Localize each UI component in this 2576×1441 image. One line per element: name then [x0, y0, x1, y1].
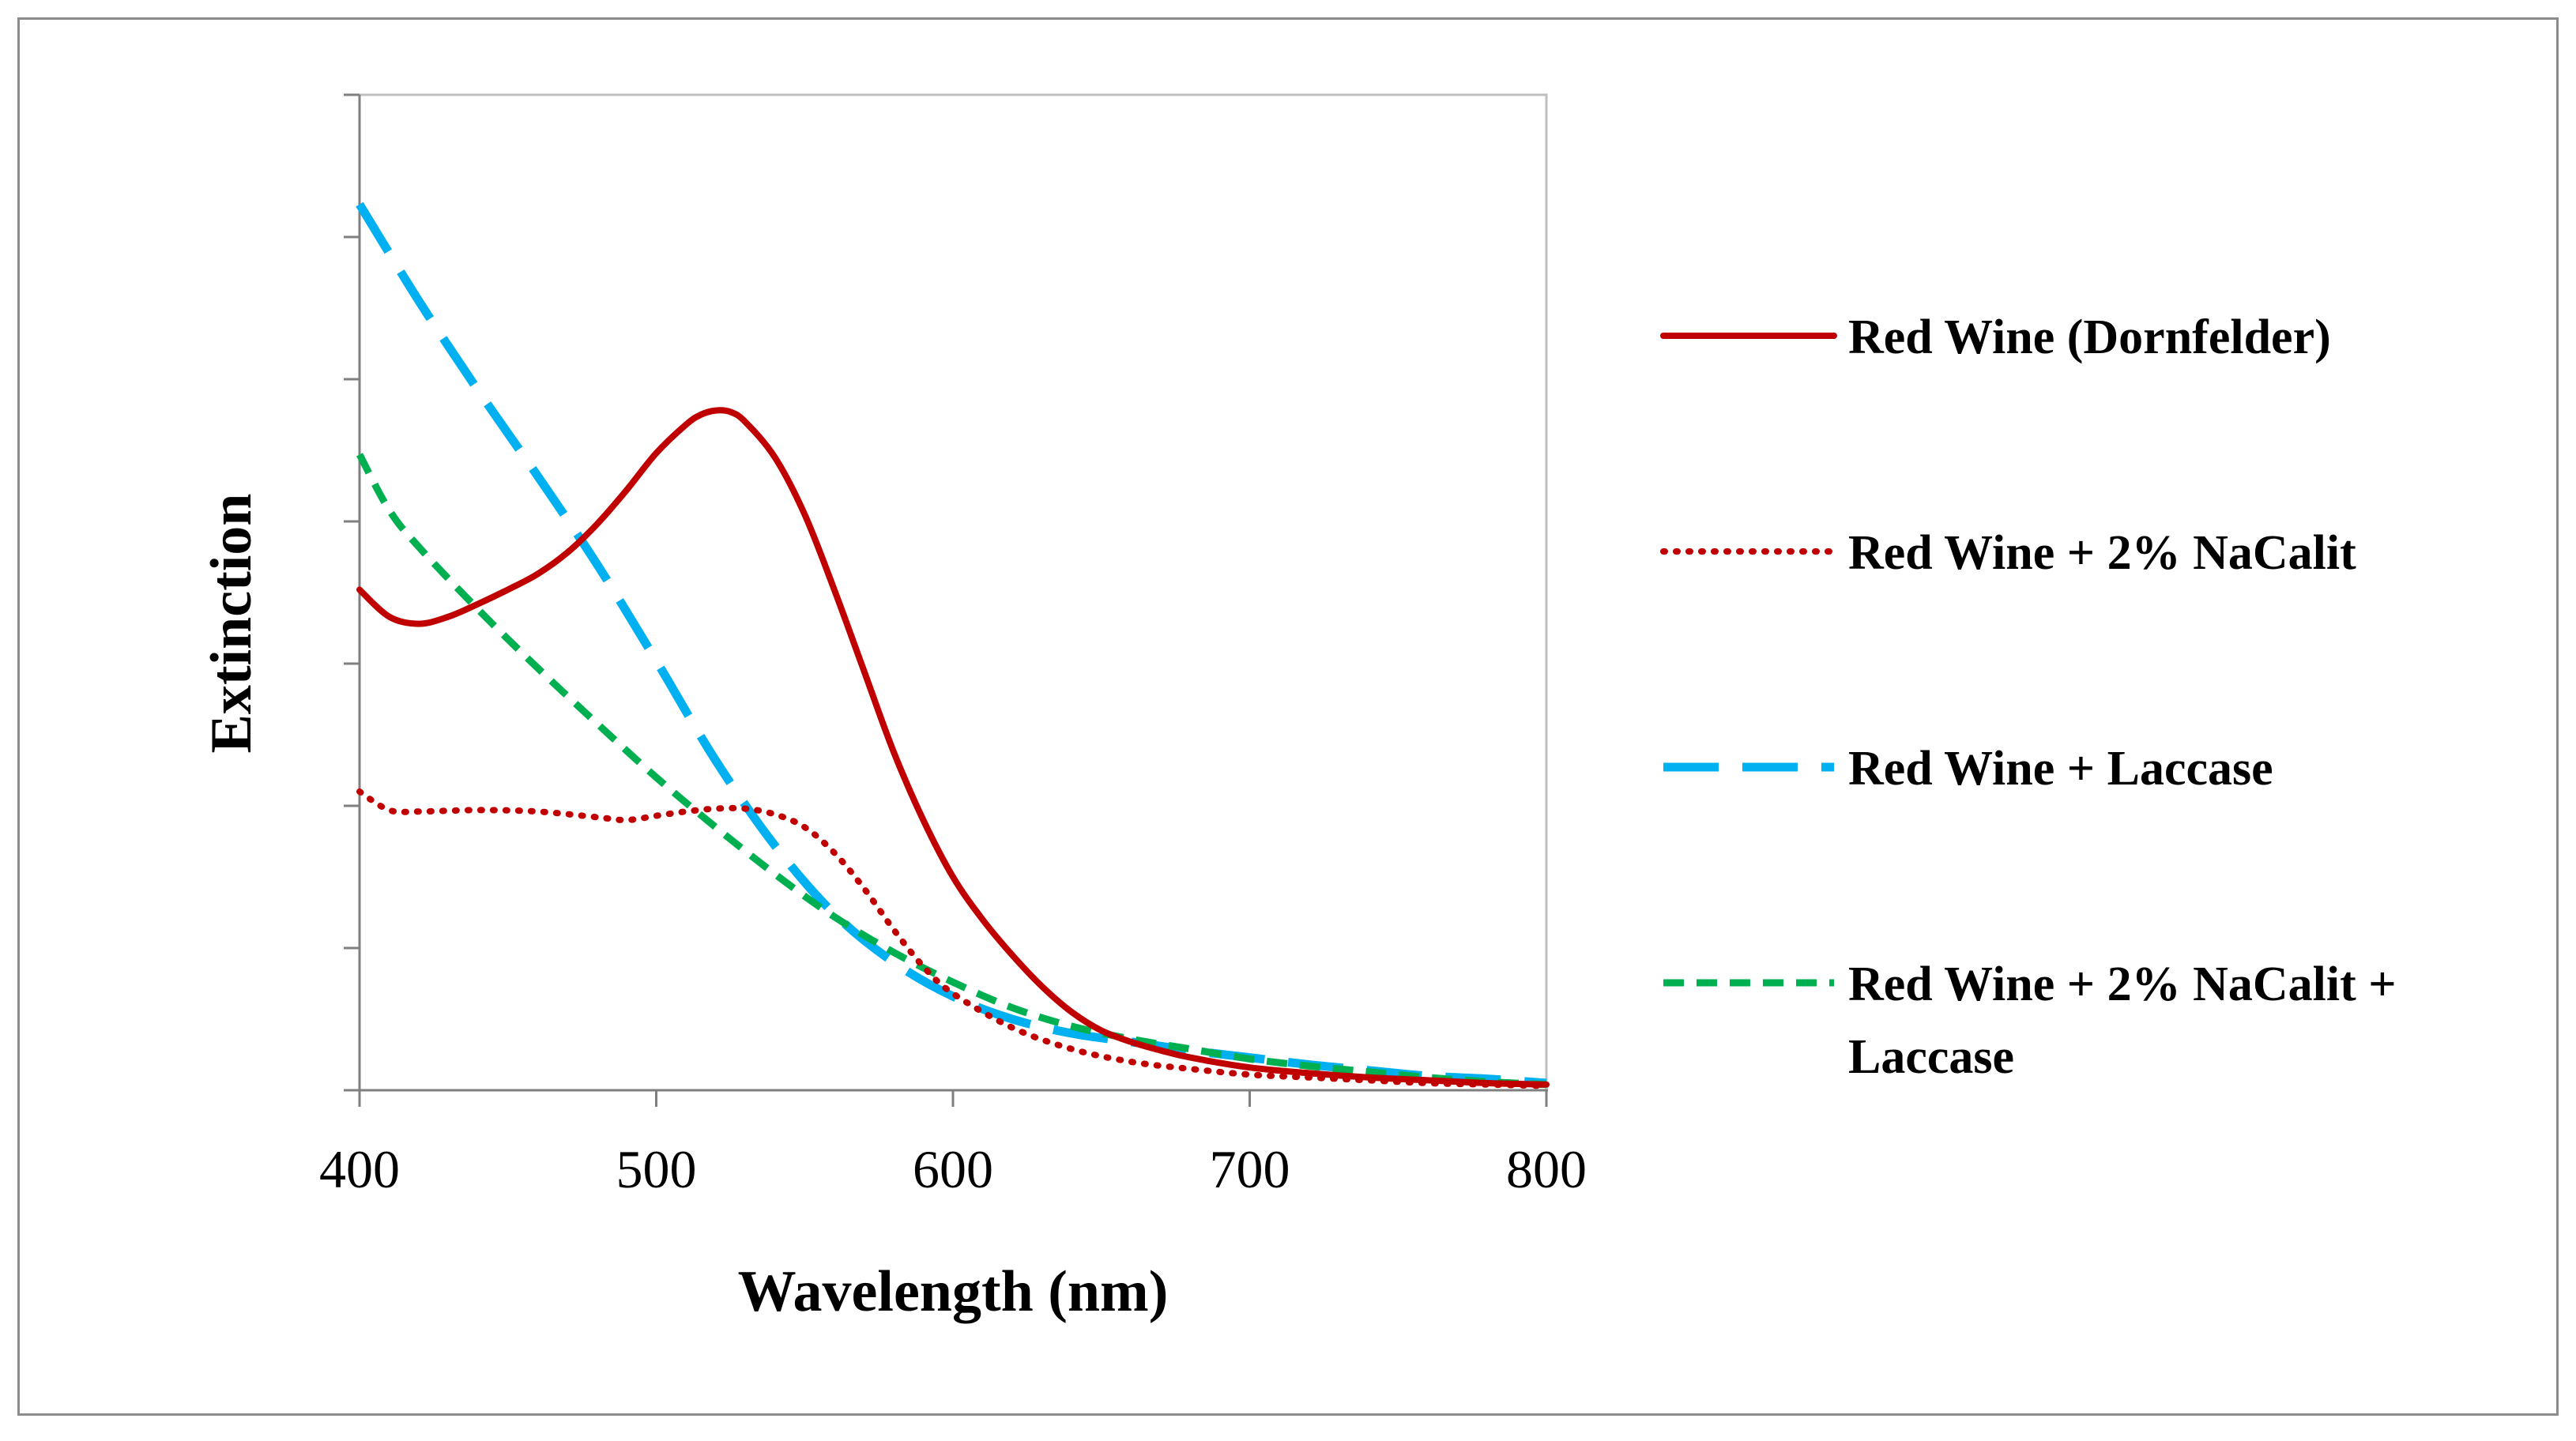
legend-label-2: Red Wine + Laccase — [1848, 742, 2273, 796]
y-axis-ticks — [344, 93, 360, 1092]
legend-label-3: Red Wine + 2% NaCalit + Laccase — [1848, 958, 2397, 1084]
series-line-1 — [356, 788, 1550, 1089]
series-line-2 — [356, 201, 1547, 1088]
y-axis-label: Extinction — [199, 494, 264, 754]
legend: Red Wine (Dornfelder) Red Wine + 2% NaCal… — [1660, 310, 2397, 1084]
plot-area-border — [358, 93, 1548, 1092]
chart-frame: 400 500 600 700 800 Wavelength (nm) Extincti… — [17, 17, 2559, 1416]
x-axis-ticks: 400 500 600 700 800 — [319, 1090, 1587, 1199]
x-tick-label-0: 400 — [319, 1139, 400, 1199]
x-tick-label-4: 800 — [1506, 1139, 1587, 1199]
legend-label-0: Red Wine (Dornfelder) — [1848, 310, 2331, 364]
extinction-spectrum-chart: 400 500 600 700 800 Wavelength (nm) Extincti… — [199, 93, 2397, 1324]
x-axis-label: Wavelength (nm) — [738, 1259, 1169, 1324]
legend-label-1: Red Wine + 2% NaCalit — [1848, 526, 2356, 580]
x-tick-label-2: 600 — [913, 1139, 993, 1199]
series-lines — [356, 201, 1550, 1089]
series-line-0 — [356, 407, 1550, 1088]
x-tick-label-1: 500 — [616, 1139, 697, 1199]
series-line-3 — [356, 453, 1547, 1089]
x-tick-label-3: 700 — [1210, 1139, 1290, 1199]
